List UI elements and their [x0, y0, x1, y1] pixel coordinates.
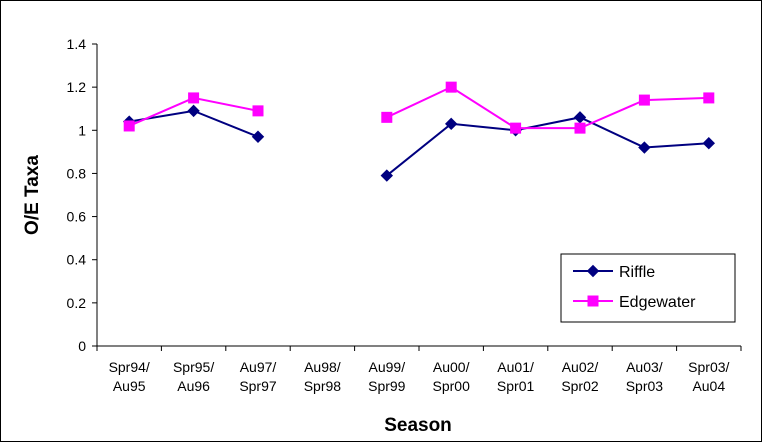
x-tick-label-line: Au00/: [433, 359, 470, 375]
riffle-data-point: [380, 169, 394, 182]
edgewater-series-line: [386, 86, 709, 130]
x-tick-label: Au99/Spr99: [368, 359, 406, 394]
x-tick-label-line: Au04: [692, 378, 725, 394]
x-tick-label-line: Au03/: [626, 359, 663, 375]
y-tick-label: 1.4: [67, 36, 87, 52]
x-tick-label-line: Spr00: [433, 378, 471, 394]
y-tick-label: 0.4: [67, 252, 87, 268]
x-tick-label-line: Au99/: [369, 359, 406, 375]
riffle-data-point: [638, 141, 651, 154]
x-tick-label: Au97/Spr97: [239, 359, 277, 394]
riffle-data-point: [702, 137, 716, 150]
edgewater-data-point: [188, 92, 200, 104]
edgewater-data-point: [445, 81, 457, 93]
riffle-legend-label: Riffle: [619, 264, 655, 281]
y-tick-label: 0.6: [67, 209, 87, 225]
x-tick-label: Spr94/Au95: [109, 359, 150, 394]
x-tick-label-line: Au98/: [304, 359, 341, 375]
edgewater-legend-label: Edgewater: [619, 294, 696, 311]
x-tick-label-line: Spr94/: [109, 359, 150, 375]
axes: 0 0.2 0.4 0.6 0.8 1 1.2 1.4 Spr94/Au95 Spr95/Au96…: [67, 36, 742, 394]
riffle-data-point: [251, 130, 265, 143]
edgewater-data-point: [638, 94, 650, 106]
y-tick-label: 0.2: [67, 295, 87, 311]
x-axis-title: Season: [384, 415, 452, 436]
x-tick-label-line: Spr99: [368, 378, 406, 394]
x-tick-label-line: Au95: [113, 378, 146, 394]
x-tick-label: Au00/Spr00: [433, 359, 471, 394]
x-tick-label: Au03/Spr03: [626, 359, 664, 394]
edgewater-data-point: [381, 111, 393, 123]
edgewater-data-point: [510, 122, 522, 134]
y-tick-label: 0.8: [67, 165, 87, 181]
edgewater-data-point: [123, 120, 135, 132]
legend-box: [560, 253, 736, 323]
edgewater-data-point: [703, 92, 715, 104]
x-tick-label-line: Au01/: [497, 359, 534, 375]
series-layer: [122, 81, 716, 182]
x-tick-label-line: Au97/: [240, 359, 277, 375]
legend: Riffle Edgewater: [560, 253, 736, 323]
x-tick-label-line: Spr97: [239, 378, 277, 394]
x-tick-label-line: Spr02: [561, 378, 599, 394]
x-tick-label-line: Spr03/: [688, 359, 729, 375]
x-tick-label: Spr03/Au04: [688, 359, 729, 394]
edgewater-data-point: [574, 122, 586, 134]
y-tick-label: 1.2: [67, 79, 87, 95]
x-tick-label-line: Spr98: [304, 378, 342, 394]
edgewater-legend-marker: [587, 295, 599, 307]
x-tick-label: Au98/Spr98: [304, 359, 342, 394]
riffle-legend-marker: [586, 264, 600, 278]
x-tick-label-line: Au02/: [562, 359, 599, 375]
y-tick-label: 1: [78, 122, 86, 138]
x-tick-label-line: Spr95/: [173, 359, 214, 375]
y-axis-title: O/E Taxa: [22, 155, 43, 235]
riffle-data-point: [444, 117, 458, 131]
x-tick-label: Spr95/Au96: [173, 359, 214, 394]
edgewater-data-point: [252, 105, 264, 117]
x-tick-label: Au02/Spr02: [561, 359, 599, 394]
x-tick-label-line: Spr03: [626, 378, 664, 394]
riffle-series-line: [386, 116, 709, 177]
riffle-data-point: [187, 104, 200, 118]
x-tick-label: Au01/Spr01: [497, 359, 535, 394]
x-tick-label-line: Spr01: [497, 378, 535, 394]
x-tick-label-line: Au96: [177, 378, 210, 394]
y-tick-label: 0: [78, 338, 86, 354]
